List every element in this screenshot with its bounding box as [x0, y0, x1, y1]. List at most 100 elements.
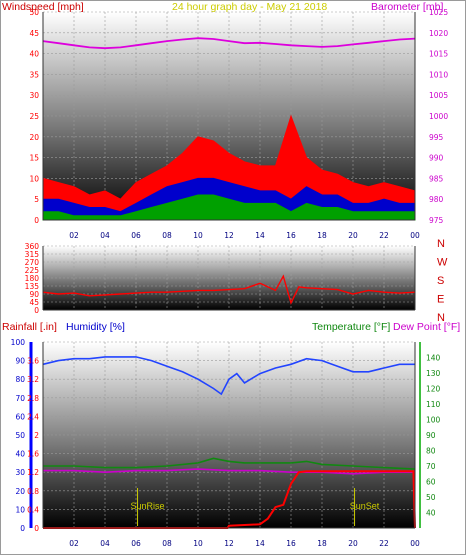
humidity-y-tick-label: 10 — [15, 505, 25, 514]
temperature-y-tick-label: 50 — [426, 493, 436, 502]
direction-y-tick-label: 135 — [25, 282, 40, 291]
barometer-series — [42, 37, 416, 50]
wind-x-tick-label: 08 — [162, 231, 172, 240]
direction-y-tick-label: 270 — [25, 258, 40, 267]
rainfall-y-tick-label: 3.6 — [27, 357, 39, 366]
direction-y-tick-label: 45 — [29, 298, 39, 307]
temperature-y-tick-label: 110 — [426, 400, 441, 409]
humidity-y-tick-label: 70 — [15, 394, 25, 403]
temperature-y-tick-label: 90 — [426, 431, 436, 440]
wind-x-tick-label: 18 — [317, 231, 327, 240]
wind-x-tick-label: 20 — [348, 231, 358, 240]
barometer-y-tick-label: 990 — [429, 154, 444, 163]
compass-label: S — [437, 275, 444, 287]
barometer-y-tick-label: 1005 — [429, 91, 448, 100]
wind-low-series — [42, 194, 416, 221]
temperature-y-tick-label: 60 — [426, 478, 436, 487]
rainfall-y-tick-label: 2.4 — [27, 412, 39, 421]
rainfall-y-tick-label: 0.8 — [27, 487, 39, 496]
humidity-x-tick-label: 14 — [255, 539, 265, 548]
rainfall-y-tick-label: 2.8 — [27, 394, 39, 403]
humidity-x-tick-label: 18 — [317, 539, 327, 548]
temperature-series — [43, 457, 416, 470]
direction-series — [42, 274, 416, 305]
barometer-y-tick-label: 975 — [429, 216, 444, 225]
humidity-y-tick-label: 80 — [15, 375, 25, 384]
sunrise-label: SunRise — [131, 501, 165, 511]
wind-y-tick-label: 0 — [34, 216, 39, 225]
direction-y-tick-label: 360 — [25, 242, 40, 251]
wind-x-tick-label: 14 — [255, 231, 265, 240]
temperature-y-tick-label: 80 — [426, 447, 436, 456]
wind-x-tick-label: 22 — [379, 231, 389, 240]
barometer-axis-title: Barometer [mb] — [371, 1, 444, 13]
temperature-y-tick-label: 100 — [426, 416, 441, 425]
humidity-x-tick-label: 22 — [379, 539, 389, 548]
compass-label: N — [437, 312, 445, 324]
humidity-y-tick-label: 40 — [15, 450, 25, 459]
compass-label: E — [437, 294, 444, 306]
temperature-y-tick-label: 140 — [426, 354, 441, 363]
sunset-label: SunSet — [350, 501, 380, 511]
temperature-y-tick-label: 70 — [426, 462, 436, 471]
wind-y-tick-label: 5 — [34, 195, 39, 204]
humidity-y-tick-label: 60 — [15, 412, 25, 421]
humidity-y-tick-label: 90 — [15, 357, 25, 366]
rainfall-y-tick-label: 0 — [34, 524, 39, 533]
rainfall-y-tick-label: 1.6 — [27, 450, 39, 459]
humidity-x-tick-label: 02 — [69, 539, 79, 548]
temperature-axis-title: Temperature [°F] — [312, 321, 391, 333]
wind-x-tick-label: 16 — [286, 231, 296, 240]
barometer-y-tick-label: 980 — [429, 195, 444, 204]
humidity-y-tick-label: 30 — [15, 468, 25, 477]
temperature-y-tick-label: 40 — [426, 509, 436, 518]
humidity-x-tick-label: 20 — [348, 539, 358, 548]
wind-y-tick-label: 40 — [29, 50, 39, 59]
humidity-x-tick-label: 16 — [286, 539, 296, 548]
windspeed-axis-title: Windspeed [mph] — [2, 1, 84, 13]
barometer-y-tick-label: 985 — [429, 174, 444, 183]
humidity-x-tick-label: 08 — [162, 539, 172, 548]
humidity-axis-title: Humidity [%] — [66, 321, 125, 333]
direction-y-tick-label: 315 — [25, 250, 40, 259]
temperature-y-tick-label: 130 — [426, 369, 441, 378]
humidity-x-tick-label: 04 — [100, 539, 110, 548]
rainfall-y-tick-label: 3.2 — [27, 375, 39, 384]
wind-x-tick-label: 10 — [193, 231, 203, 240]
wind-y-tick-label: 45 — [29, 29, 39, 38]
wind-y-tick-label: 35 — [29, 70, 39, 79]
wind-y-tick-label: 25 — [29, 112, 39, 121]
humidity-x-tick-label: 12 — [224, 539, 234, 548]
direction-y-tick-label: 180 — [25, 274, 40, 283]
humidity-series — [42, 356, 415, 396]
barometer-y-tick-label: 995 — [429, 133, 444, 142]
direction-y-tick-label: 225 — [25, 266, 40, 275]
wind-x-tick-label: 12 — [224, 231, 234, 240]
wind-x-tick-label: 02 — [69, 231, 79, 240]
humidity-y-tick-label: 100 — [11, 338, 26, 347]
rainfall-y-tick-label: 0.4 — [27, 505, 39, 514]
rainfall-y-tick-label: 1.2 — [27, 468, 39, 477]
wind-y-tick-label: 50 — [29, 8, 39, 17]
humidity-x-tick-label: 00 — [410, 539, 420, 548]
humidity-y-tick-label: 50 — [15, 431, 25, 440]
wind-y-tick-label: 15 — [29, 154, 39, 163]
barometer-y-tick-label: 1010 — [429, 70, 448, 79]
wind-x-tick-label: 06 — [131, 231, 141, 240]
wind-gust-series — [42, 114, 416, 221]
direction-y-tick-label: 0 — [34, 306, 39, 315]
rainfall-axis-title: Rainfall [.in] — [2, 321, 57, 333]
humidity-y-tick-label: 0 — [20, 524, 25, 533]
dewpoint-series — [43, 468, 415, 475]
temperature-y-tick-label: 120 — [426, 385, 441, 394]
compass-label: W — [437, 257, 448, 269]
wind-x-tick-label: 00 — [410, 231, 420, 240]
graph-title: 24 hour graph day - May 21 2018 — [172, 1, 328, 13]
wind-x-tick-label: 04 — [100, 231, 110, 240]
dewpoint-axis-title: Dew Point [°F] — [393, 321, 461, 333]
barometer-y-tick-label: 1000 — [429, 112, 448, 121]
wind-y-tick-label: 20 — [29, 133, 39, 142]
rainfall-y-tick-label: 2 — [34, 431, 39, 440]
humidity-x-tick-label: 06 — [131, 539, 141, 548]
